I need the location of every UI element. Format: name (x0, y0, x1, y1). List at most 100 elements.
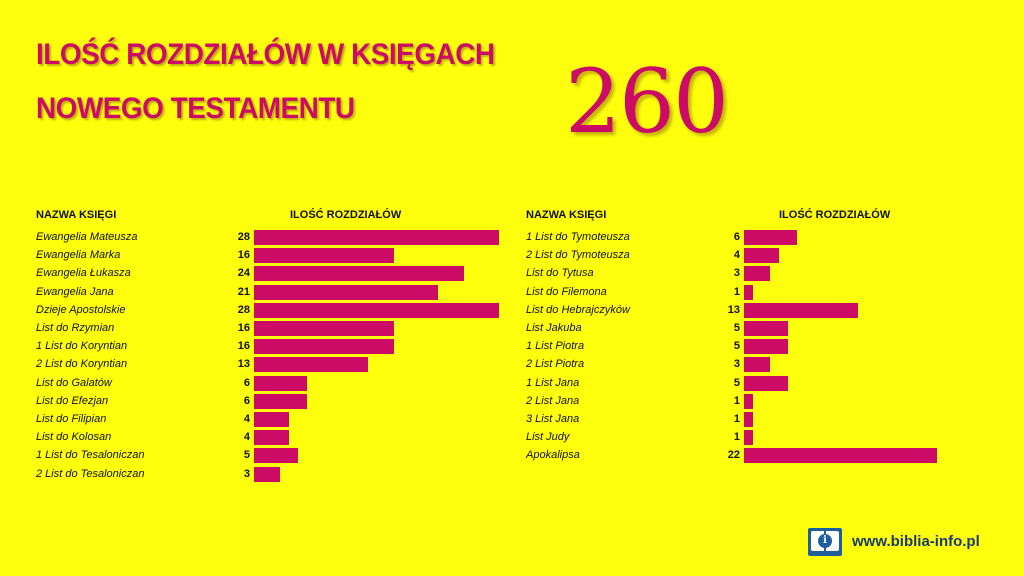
book-name: 2 List do Koryntian (36, 358, 128, 371)
table-row: 1 List do Tesaloniczan 5 (0, 447, 480, 465)
table-row: List Jakuba 5 (490, 320, 970, 338)
chapter-bar (254, 448, 298, 464)
chapter-count: 5 (733, 322, 740, 334)
chapter-bar (744, 302, 858, 318)
chapter-bar (744, 448, 937, 464)
chapter-count: 1 (733, 413, 740, 425)
book-name: List do Filemona (526, 285, 607, 298)
chapter-count: 4 (243, 413, 250, 425)
chapter-count: 5 (243, 449, 250, 462)
title-line-1: ILOŚĆ ROZDZIAŁÓW W KSIĘGACH (36, 38, 495, 71)
chapter-bar (744, 430, 753, 446)
chapter-count: 5 (733, 340, 740, 353)
book-name: List do Galatów (36, 376, 112, 389)
chapter-bar (744, 375, 788, 391)
chapter-bar (254, 302, 499, 318)
table-row: List do Tytusa 3 (490, 265, 970, 283)
table-row: List do Efezjan 6 (0, 393, 480, 411)
chapter-bar (254, 230, 499, 245)
chapter-count: 22 (727, 449, 740, 462)
chapter-count: 16 (237, 340, 250, 353)
value-header: ILOŚĆ ROZDZIAŁÓW (290, 209, 402, 221)
book-name: 1 List Piotra (526, 340, 585, 353)
table-row: 1 List Jana 5 (490, 375, 970, 393)
book-name: 2 List do Tymoteusza (526, 249, 630, 262)
chapter-bar (744, 393, 753, 409)
chapter-bar (254, 339, 394, 355)
table-row: List Judy 1 (490, 429, 970, 447)
table-row: List do Galatów 6 (0, 375, 480, 393)
table-row: List do Hebrajczyków 13 (490, 302, 970, 320)
chapter-bar (254, 412, 289, 427)
chapter-bar (254, 430, 289, 446)
book-name: List Judy (526, 431, 570, 444)
book-name: List do Hebrajczyków (526, 303, 630, 316)
chapter-count: 4 (243, 431, 250, 444)
chapter-count: 4 (733, 249, 740, 262)
chapter-bar (744, 357, 771, 373)
chapter-count: 1 (733, 431, 740, 444)
book-name: Ewangelia Łukasza (36, 267, 131, 280)
value-header: ILOŚĆ ROZDZIAŁÓW (779, 209, 891, 221)
chapter-bar (744, 266, 771, 282)
table-row: List do Filipian 4 (0, 411, 480, 429)
chapter-bar (254, 357, 368, 373)
book-name: List Jakuba (526, 322, 582, 334)
book-name: 1 List do Tesaloniczan (36, 449, 145, 462)
chapter-count: 28 (237, 231, 250, 243)
table-row: 2 List do Koryntian 13 (0, 356, 480, 374)
chapter-count: 5 (733, 376, 740, 389)
book-name: Dzieje Apostolskie (36, 303, 126, 316)
chapter-bar (254, 375, 307, 391)
category-header: NAZWA KSIĘGI (36, 209, 117, 221)
chapter-count: 6 (243, 394, 250, 407)
book-name: Apokalipsa (526, 449, 580, 462)
chapter-bar (744, 339, 788, 355)
chapter-bar (254, 266, 464, 282)
chapter-count: 16 (237, 322, 250, 334)
chapter-bar (254, 466, 281, 482)
book-name: List do Rzymian (36, 322, 115, 334)
book-name: Ewangelia Marka (36, 249, 121, 262)
chapter-bar (254, 248, 394, 264)
chapter-bar (744, 248, 779, 264)
book-name: 1 List do Tymoteusza (526, 231, 630, 243)
chapter-count: 28 (237, 303, 250, 316)
chapter-count: 3 (243, 467, 250, 480)
table-row: Ewangelia Mateusza 28 (0, 229, 499, 247)
website-link[interactable]: www.biblia-info.pl (852, 533, 980, 550)
table-row: Ewangelia Łukasza 24 (0, 265, 480, 283)
chapter-count: 1 (733, 394, 740, 407)
table-row: 1 List do Koryntian 16 (0, 338, 480, 356)
chapter-count: 1 (733, 285, 740, 298)
chapter-bar (744, 284, 753, 300)
chart-right: NAZWA KSIĘGI ILOŚĆ ROZDZIAŁÓW 1 List do … (490, 205, 970, 495)
title-line-2: NOWEGO TESTAMENTU (36, 92, 355, 125)
table-row: 1 List Piotra 5 (490, 338, 970, 356)
book-name: List do Kolosan (36, 431, 112, 444)
chapter-bar (744, 412, 753, 427)
chapter-bar (254, 284, 438, 300)
book-name: Ewangelia Jana (36, 285, 114, 298)
chapter-count: 21 (237, 285, 250, 298)
table-row: 2 List do Tesaloniczan 3 (0, 466, 480, 484)
table-row: 3 List Jana 1 (490, 411, 970, 429)
category-header: NAZWA KSIĘGI (526, 209, 607, 221)
table-row: 1 List do Tymoteusza 6 (490, 229, 970, 247)
book-name: List do Tytusa (526, 267, 594, 280)
book-name: List do Efezjan (36, 394, 109, 407)
chapter-bar (744, 230, 797, 245)
book-name: 2 List do Tesaloniczan (36, 467, 145, 480)
chapter-count: 16 (237, 249, 250, 262)
chapter-count: 6 (243, 376, 250, 389)
total-chapters: 260 (565, 50, 729, 153)
chapter-count: 3 (733, 358, 740, 371)
table-row: List do Filemona 1 (490, 284, 970, 302)
book-name: 2 List Jana (526, 394, 580, 407)
book-info-icon[interactable]: i (808, 528, 842, 556)
chapter-bar (744, 321, 788, 336)
chapter-count: 24 (237, 267, 250, 280)
chapter-count: 13 (727, 303, 740, 316)
book-name: List do Filipian (36, 413, 107, 425)
table-row: 2 List Piotra 3 (490, 356, 970, 374)
